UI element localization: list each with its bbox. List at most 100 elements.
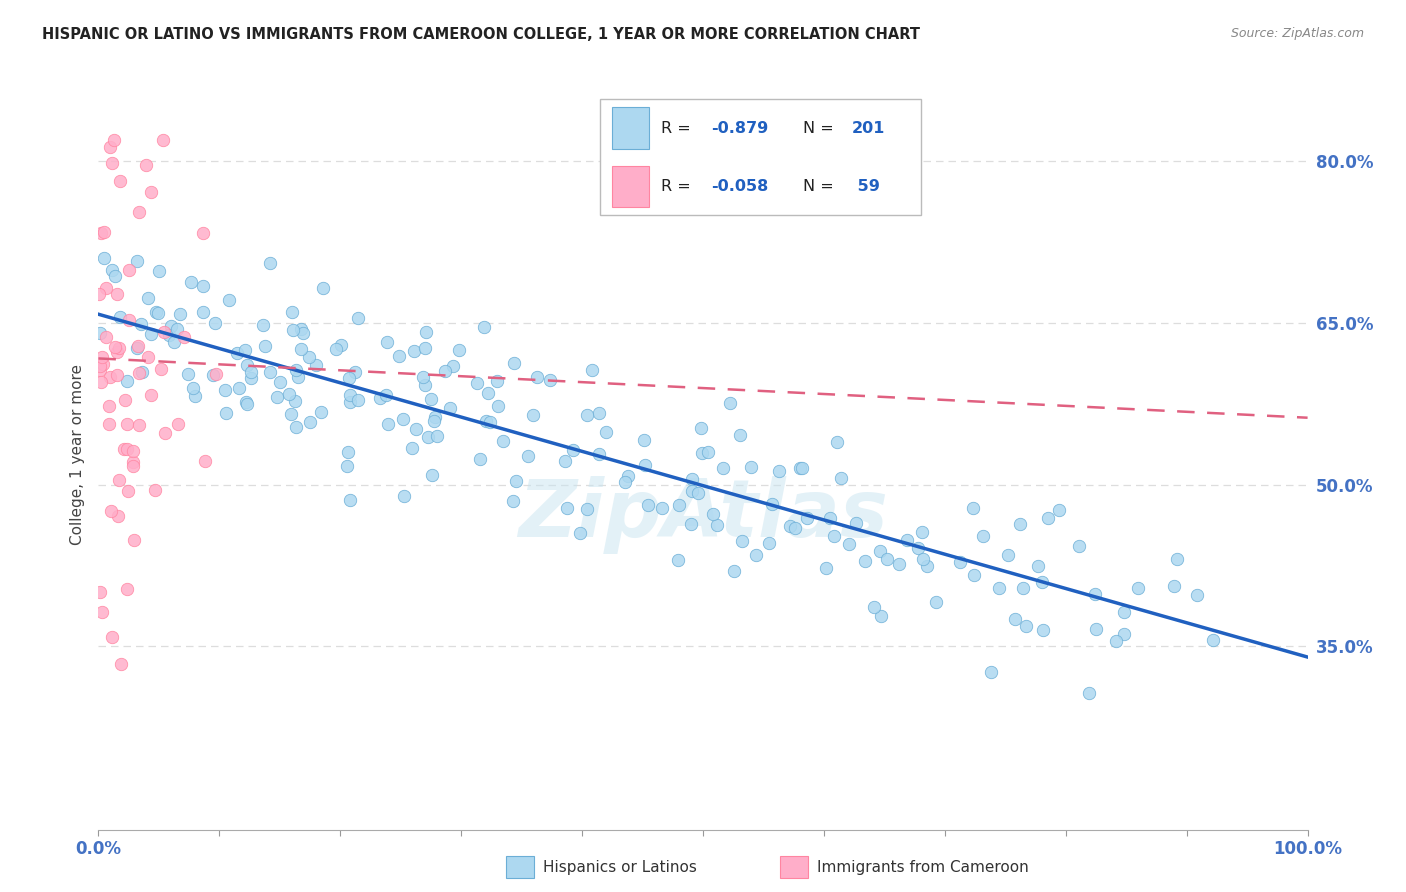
Point xyxy=(723,564,745,578)
Point xyxy=(100,504,122,518)
Point xyxy=(127,341,149,355)
Point xyxy=(1084,622,1107,636)
Text: -0.879: -0.879 xyxy=(711,120,769,136)
Point xyxy=(325,343,347,357)
Point xyxy=(962,501,984,516)
Point xyxy=(339,395,361,409)
Point xyxy=(330,338,353,352)
Point xyxy=(416,430,439,444)
Point xyxy=(1202,632,1225,647)
Point xyxy=(896,533,918,548)
Point xyxy=(108,342,131,356)
Point xyxy=(93,225,115,239)
Point xyxy=(98,140,121,154)
Point xyxy=(138,291,160,305)
Point xyxy=(157,328,180,343)
Point xyxy=(980,665,1002,679)
Point xyxy=(1105,633,1128,648)
Point xyxy=(122,458,145,473)
Text: Hispanics or Latinos: Hispanics or Latinos xyxy=(543,860,696,874)
Point xyxy=(1036,510,1059,524)
Point xyxy=(298,350,321,364)
Point xyxy=(633,433,655,447)
Point xyxy=(870,608,893,623)
Point xyxy=(413,377,436,392)
Point xyxy=(815,561,838,575)
Point xyxy=(107,287,129,301)
Point xyxy=(963,567,986,582)
Point xyxy=(634,458,657,472)
Point xyxy=(336,458,359,473)
Point xyxy=(299,415,322,429)
Point xyxy=(184,389,207,403)
Point xyxy=(375,387,398,401)
Point xyxy=(412,370,434,384)
Text: -0.058: -0.058 xyxy=(711,178,769,194)
Point xyxy=(1004,611,1026,625)
Point xyxy=(150,362,173,376)
Point xyxy=(253,339,276,353)
Point xyxy=(204,316,226,330)
Point xyxy=(370,391,392,405)
Point xyxy=(789,461,811,475)
Point xyxy=(141,185,163,199)
Point xyxy=(129,317,152,331)
Point xyxy=(128,418,150,433)
Point xyxy=(173,330,195,344)
Point xyxy=(702,507,724,521)
Point xyxy=(146,306,169,320)
Point xyxy=(637,498,659,512)
Point xyxy=(125,253,148,268)
Point xyxy=(135,158,157,172)
Point xyxy=(404,344,426,359)
Point xyxy=(997,549,1019,563)
Point xyxy=(166,321,188,335)
Point xyxy=(1166,552,1188,566)
Point xyxy=(284,420,307,434)
Point xyxy=(235,359,257,373)
Point xyxy=(439,401,461,415)
Text: Immigrants from Cameroon: Immigrants from Cameroon xyxy=(817,860,1029,874)
Point xyxy=(651,500,673,515)
Point xyxy=(235,395,257,409)
Point xyxy=(796,510,818,524)
Point xyxy=(522,409,544,423)
Point xyxy=(339,370,361,384)
Point xyxy=(1047,503,1070,517)
Point xyxy=(108,310,131,324)
Point xyxy=(259,256,281,270)
Point xyxy=(711,461,734,475)
Point xyxy=(581,363,603,377)
Point xyxy=(127,339,149,353)
Text: Source: ZipAtlas.com: Source: ZipAtlas.com xyxy=(1230,27,1364,40)
Bar xyxy=(613,107,648,149)
Point xyxy=(479,416,502,430)
Point xyxy=(114,392,136,407)
Point xyxy=(988,581,1011,595)
Point xyxy=(191,226,214,240)
Point xyxy=(423,414,446,428)
Point xyxy=(475,414,498,428)
Point xyxy=(89,585,111,599)
Point xyxy=(761,497,783,511)
Point xyxy=(89,287,111,301)
Point xyxy=(588,447,610,461)
Point xyxy=(284,393,307,408)
Point xyxy=(177,367,200,381)
Point xyxy=(287,369,309,384)
Point xyxy=(731,533,754,548)
Point xyxy=(1112,605,1135,619)
Point xyxy=(107,508,129,523)
Point xyxy=(305,358,328,372)
Point xyxy=(90,351,112,365)
Point xyxy=(290,322,312,336)
Point xyxy=(312,281,335,295)
Point xyxy=(252,318,274,332)
Point xyxy=(97,399,120,413)
Point xyxy=(728,428,751,442)
Point xyxy=(105,368,128,382)
Point xyxy=(688,486,710,500)
Point xyxy=(503,356,526,370)
Point xyxy=(93,358,115,372)
Point xyxy=(105,344,128,359)
